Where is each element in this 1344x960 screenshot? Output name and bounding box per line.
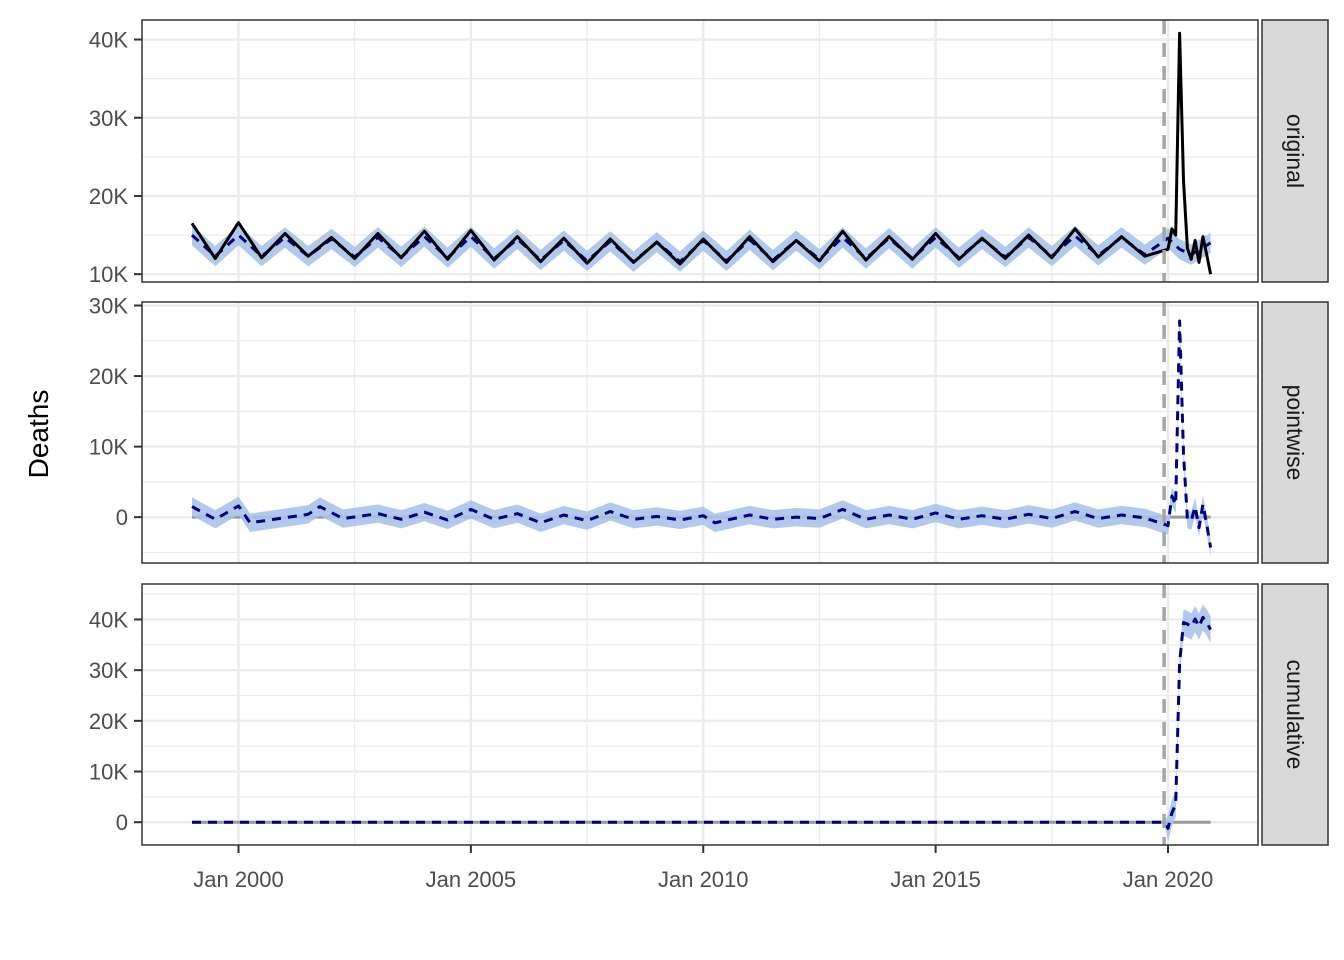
- y-tick-label: 10K: [89, 435, 128, 460]
- strip-label: original: [1282, 114, 1308, 188]
- y-tick-label: 20K: [89, 709, 128, 734]
- y-tick-label: 30K: [89, 294, 128, 319]
- x-axis: Jan 2000 Jan 2005 Jan 2010 Jan 2015 Jan 2020: [193, 845, 1213, 892]
- y-tick-label: 40K: [89, 28, 128, 53]
- panels: 10K20K30K40Koriginal010K20K30Kpointwise0…: [89, 19, 1329, 846]
- plot-area: [191, 311, 1213, 557]
- observed-line: [190, 31, 1213, 275]
- y-tick-label: 0: [116, 505, 128, 530]
- panel-pointwise: 0 10K 20K 30K pointwise: [89, 294, 1329, 564]
- strip-original: [1261, 19, 1329, 283]
- x-tick-label: Jan 2020: [1123, 867, 1214, 892]
- panel-border: [141, 301, 1259, 564]
- strip-cumulative: [1261, 583, 1329, 846]
- y-tick-label: 10K: [89, 262, 128, 287]
- plot-area: [190, 31, 1213, 275]
- y-tick-label: 0: [116, 810, 128, 835]
- y-tick-label: 30K: [89, 658, 128, 683]
- panel-cumulative: 0 10K 20K 30K 40K cumulative: [89, 583, 1329, 846]
- predicted-line: [192, 615, 1212, 830]
- x-tick-label: Jan 2000: [193, 867, 284, 892]
- y-tick-label: 10K: [89, 760, 128, 785]
- x-tick-label: Jan 2015: [890, 867, 981, 892]
- x-tick-label: Jan 2005: [426, 867, 517, 892]
- strip-label: cumulative: [1282, 660, 1308, 770]
- panel-original: 10K 20K 30K 40K original: [89, 19, 1329, 287]
- y-tick-label: 30K: [89, 106, 128, 131]
- y-tick-label: 40K: [89, 607, 128, 632]
- y-tick-label: 20K: [89, 364, 128, 389]
- interval-ribbon: [192, 311, 1211, 557]
- strip-label: pointwise: [1282, 385, 1308, 481]
- strip-pointwise: [1261, 301, 1329, 564]
- y-axis-title: Deaths: [23, 390, 54, 479]
- predicted-line: [191, 319, 1213, 548]
- y-tick-label: 20K: [89, 184, 128, 209]
- panel-border: [141, 19, 1259, 283]
- x-tick-label: Jan 2010: [658, 867, 749, 892]
- panel-border: [141, 583, 1259, 846]
- panel-background: [142, 584, 1258, 845]
- plot-area: [192, 604, 1212, 842]
